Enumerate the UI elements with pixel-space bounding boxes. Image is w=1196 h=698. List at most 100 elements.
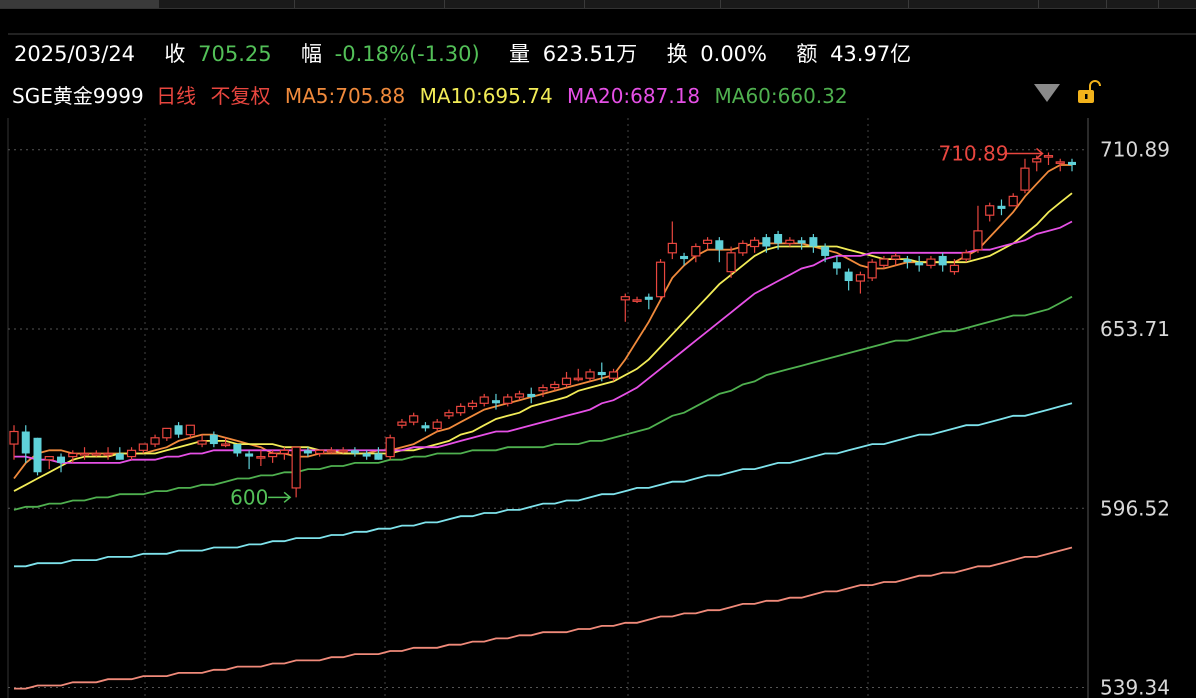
candle-body — [150, 437, 160, 445]
candle-body — [57, 456, 66, 463]
candle-body — [726, 252, 736, 273]
candle-body — [655, 261, 666, 298]
candle-body — [738, 242, 748, 254]
ma-line-ma5 — [13, 164, 1072, 480]
triangle-down-icon[interactable] — [1034, 84, 1060, 102]
candle-body — [985, 205, 995, 216]
tab-segment-active[interactable] — [0, 0, 159, 8]
high-annotation-label: 710.89 — [938, 141, 1008, 165]
candle-body — [1043, 155, 1054, 158]
top-tab-strip — [0, 0, 1196, 9]
candle-body — [667, 242, 677, 254]
candle-body — [174, 425, 183, 435]
candle-body — [33, 437, 42, 473]
candle-body — [103, 452, 113, 456]
candle-body — [762, 237, 771, 247]
candle-body — [809, 237, 818, 247]
y-tick-label: 596.52 — [1100, 496, 1170, 520]
candle-body — [491, 400, 500, 404]
candle-body — [115, 453, 124, 460]
candle-body — [949, 264, 960, 273]
candle-body — [961, 252, 971, 260]
candle-body — [1055, 161, 1065, 164]
candle-body — [879, 258, 889, 266]
candle-body — [338, 449, 348, 453]
ma-line-ma60 — [13, 295, 1073, 511]
candle-body — [644, 296, 653, 300]
candle-body — [844, 271, 853, 282]
candle-body — [821, 246, 830, 256]
volume-label: 量 — [509, 42, 531, 66]
tab-segment[interactable] — [908, 0, 1039, 8]
tab-segment[interactable] — [1038, 0, 1107, 8]
candle-body — [326, 449, 336, 453]
candle-body — [867, 261, 877, 279]
candle-body — [514, 393, 525, 398]
ma5-legend: MA5:705.88 — [284, 84, 406, 108]
tab-segment[interactable] — [158, 0, 295, 8]
change-label: 幅 — [300, 42, 322, 66]
candle-body — [785, 239, 795, 245]
candle-body — [162, 427, 172, 439]
y-tick-label: 539.34 — [1100, 676, 1170, 698]
candle-body — [680, 255, 689, 260]
chart-annotations: 710.89 600 — [230, 141, 1044, 509]
ma20-legend: MA20:687.18 — [567, 84, 701, 108]
candle-body — [915, 262, 924, 266]
candle-body — [467, 402, 478, 408]
turnover-label: 换 — [666, 42, 688, 66]
candle-body — [397, 421, 407, 426]
candle-body — [632, 299, 642, 302]
candle-body — [903, 259, 912, 263]
candle-body — [503, 396, 513, 404]
amount-label: 额 — [796, 42, 818, 66]
candle-body — [573, 377, 583, 381]
change-value: -0.18%(-1.30) — [334, 42, 480, 66]
candle-body — [21, 431, 30, 454]
candle-body — [456, 405, 466, 414]
candle-body — [585, 371, 595, 379]
ma-line-ma120 — [14, 402, 1073, 568]
tab-segment[interactable] — [584, 0, 721, 8]
candle-body — [315, 449, 325, 455]
candle-body — [891, 255, 901, 260]
candle-body — [620, 296, 630, 301]
candle-body — [126, 449, 137, 458]
candle-body — [561, 377, 572, 386]
adjust-label[interactable]: 不复权 — [210, 84, 271, 108]
high-annotation-arrowhead — [1036, 147, 1044, 160]
candle-body — [715, 240, 724, 250]
tab-segment[interactable] — [294, 0, 445, 8]
lock-icon[interactable] — [1076, 80, 1102, 106]
ma60-legend: MA60:660.32 — [714, 84, 848, 108]
candle-body — [1068, 161, 1076, 166]
candle-body — [421, 425, 430, 429]
volume-value: 623.51万 — [542, 42, 638, 66]
candle-body — [774, 234, 783, 244]
tab-segment[interactable] — [720, 0, 909, 8]
candle-body — [138, 443, 148, 451]
close-value: 705.25 — [198, 42, 272, 66]
candle-body — [749, 239, 760, 248]
candle-body — [409, 415, 419, 423]
candle-body — [44, 455, 54, 461]
period-label[interactable]: 日线 — [156, 84, 197, 108]
symbol-name[interactable]: SGE黄金9999 — [12, 84, 144, 108]
moving-average-lines — [13, 164, 1073, 690]
candle-body — [444, 412, 454, 417]
tab-segment[interactable] — [444, 0, 585, 8]
candles — [9, 152, 1076, 498]
candle-body — [91, 452, 101, 456]
candle-body — [527, 393, 536, 398]
quote-info-bar: 2025/03/24 收 705.25 幅 -0.18%(-1.30) 量 62… — [14, 38, 911, 66]
low-annotation-arrowhead — [283, 491, 292, 503]
candle-body — [1032, 158, 1042, 163]
candle-body — [702, 239, 713, 245]
ma-line-ma20 — [14, 220, 1073, 464]
candle-body — [832, 262, 841, 269]
candle-body — [291, 446, 301, 489]
amount-value: 43.97亿 — [830, 42, 912, 66]
candle-body — [9, 430, 19, 445]
tab-segment[interactable] — [1106, 0, 1159, 8]
candle-body — [385, 437, 395, 458]
